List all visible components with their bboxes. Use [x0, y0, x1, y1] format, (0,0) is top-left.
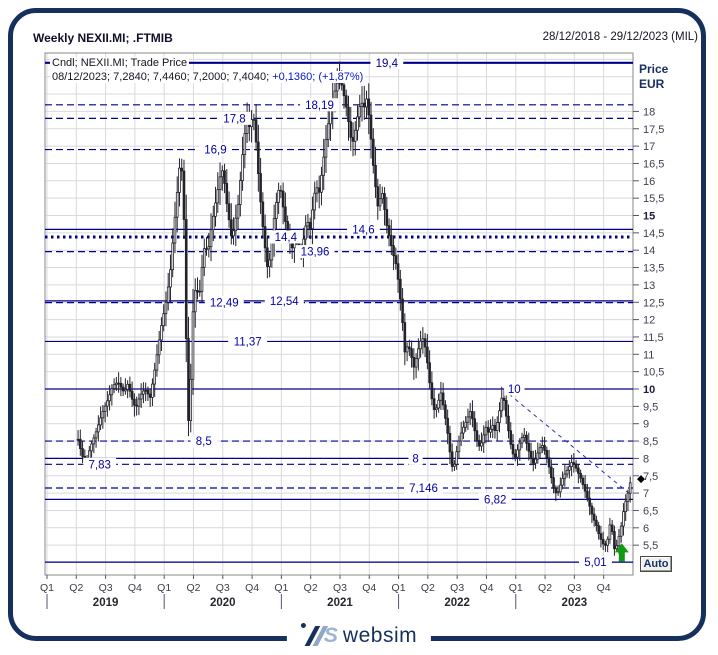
quarter-label: Q2 [421, 582, 435, 594]
quarter-label: Q2 [304, 582, 318, 594]
quarter-label: Q1 [392, 582, 406, 594]
level-label-10: 10 [508, 384, 521, 396]
quarter-label: Q1 [274, 582, 288, 594]
price-tick-13: 13 [643, 280, 655, 292]
price-tick-9,5: 9,5 [643, 401, 658, 413]
level-label-13,96: 13,96 [301, 247, 330, 259]
price-tick-9: 9 [643, 419, 649, 431]
auto-scale-button[interactable]: Auto [640, 556, 672, 572]
price-axis-title: Price EUR [639, 62, 669, 91]
level-label-7,146: 7,146 [409, 483, 438, 495]
price-tick-6: 6 [643, 523, 649, 535]
year-label-2020: 2020 [210, 597, 236, 609]
quarter-label: Q3 [333, 582, 347, 594]
price-tick-11: 11 [643, 349, 654, 361]
year-label-2021: 2021 [327, 597, 353, 609]
price-tick-17,5: 17,5 [643, 124, 664, 136]
breakout-arrow-icon [614, 543, 629, 562]
price-tick-17: 17 [643, 141, 655, 153]
quarter-label: Q4 [245, 582, 259, 594]
level-labels: 19,4 18,19 17,8 16,9 14,6 14,413,96 12,54 12,49… [83, 56, 612, 569]
level-label-7,83: 7,83 [89, 459, 111, 471]
price-tick-7,5: 7,5 [643, 471, 658, 483]
last-price-marker [637, 475, 645, 484]
level-label-11,37: 11,37 [234, 336, 262, 348]
plot-frame [44, 52, 634, 576]
quarter-label: Q4 [128, 582, 142, 594]
price-tick-12,5: 12,5 [643, 297, 664, 309]
year-label-2023: 2023 [562, 597, 588, 609]
quarter-label: Q3 [567, 582, 581, 594]
quarter-label: Q2 [186, 582, 200, 594]
level-label-12,54: 12,54 [270, 296, 299, 308]
quarter-label: Q4 [597, 582, 611, 594]
quarter-label: Q3 [216, 582, 230, 594]
gridlines [45, 53, 634, 575]
websim-wordmark: websim [342, 624, 418, 647]
quarter-label: Q1 [40, 582, 54, 594]
legend-ohlc-line: 08/12/2023; 7,2840; 7,4460; 7,2000; 7,40… [50, 71, 366, 83]
legend-series-line: Cndl; NEXII.MI; Trade Price [50, 57, 190, 69]
price-tick-16: 16 [643, 176, 655, 188]
legend-ohlc-values: 08/12/2023; 7,2840; 7,4460; 7,2000; 7,40… [52, 71, 270, 83]
quarter-label: Q2 [69, 582, 83, 594]
level-label-8,5: 8,5 [196, 436, 212, 448]
price-tick-5,5: 5,5 [643, 540, 658, 552]
quarter-label: Q4 [479, 582, 493, 594]
year-label-2019: 2019 [93, 597, 119, 609]
price-tick-12: 12 [643, 315, 655, 327]
legend-change-values: +0,1360; (+1,87%) [272, 71, 364, 83]
price-tick-14,5: 14,5 [643, 228, 664, 240]
time-axis[interactable]: Q1 Q2 Q3 Q4 Q1 Q2 Q3 Q4 Q1 Q2 Q3 Q4 Q1 Q2 Q3 Q4 Q1 Q2 Q3 Q4… [40, 575, 611, 609]
chart-title: Weekly NEXII.MI; .FTMIB [33, 31, 173, 45]
quarter-label: Q4 [362, 582, 376, 594]
level-label-6,82: 6,82 [484, 494, 506, 506]
price-tick-13,5: 13,5 [643, 263, 664, 275]
quarter-label: Q1 [509, 582, 523, 594]
descending-trendline[interactable] [502, 388, 632, 496]
websim-dot-icon [300, 623, 306, 628]
level-label-16,9: 16,9 [204, 145, 226, 157]
price-tick-15: 15 [643, 211, 655, 223]
price-tick-10,5: 10,5 [643, 367, 664, 379]
price-tick-7: 7 [643, 488, 649, 500]
price-tick-8,5: 8,5 [643, 436, 658, 448]
quarter-label: Q2 [538, 582, 552, 594]
quarter-label: Q1 [157, 582, 171, 594]
year-label-2022: 2022 [444, 597, 470, 609]
websim-monogram: S [323, 624, 338, 647]
price-axis[interactable]: 5,5 6 6,5 7 7,5 8 8,5 9 9,5 10 10,5 11 11,5 12 12,5 13 1… [633, 106, 664, 552]
quarter-label: Q3 [99, 582, 113, 594]
websim-logo: S websim [286, 620, 432, 652]
level-label-14,4: 14,4 [275, 232, 298, 244]
level-label-17,8: 17,8 [223, 113, 245, 125]
level-label-14,6: 14,6 [352, 224, 374, 236]
price-tick-11,5: 11,5 [643, 332, 664, 344]
price-tick-6,5: 6,5 [643, 505, 658, 517]
level-label-19,4: 19,4 [376, 58, 399, 70]
price-tick-10: 10 [643, 384, 655, 396]
price-tick-15,5: 15,5 [643, 193, 664, 205]
price-tick-16,5: 16,5 [643, 158, 664, 170]
date-range: 28/12/2018 - 29/12/2023 (MIL) [542, 31, 698, 43]
level-label-18,19: 18,19 [305, 100, 334, 112]
level-label-5,01: 5,01 [584, 557, 606, 569]
price-tick-8: 8 [643, 453, 649, 465]
price-tick-18: 18 [643, 106, 655, 118]
level-label-12,49: 12,49 [210, 298, 239, 310]
level-label-8: 8 [412, 453, 418, 465]
price-tick-14: 14 [643, 245, 655, 257]
candlestick-series [76, 61, 632, 556]
quarter-label: Q3 [450, 582, 464, 594]
